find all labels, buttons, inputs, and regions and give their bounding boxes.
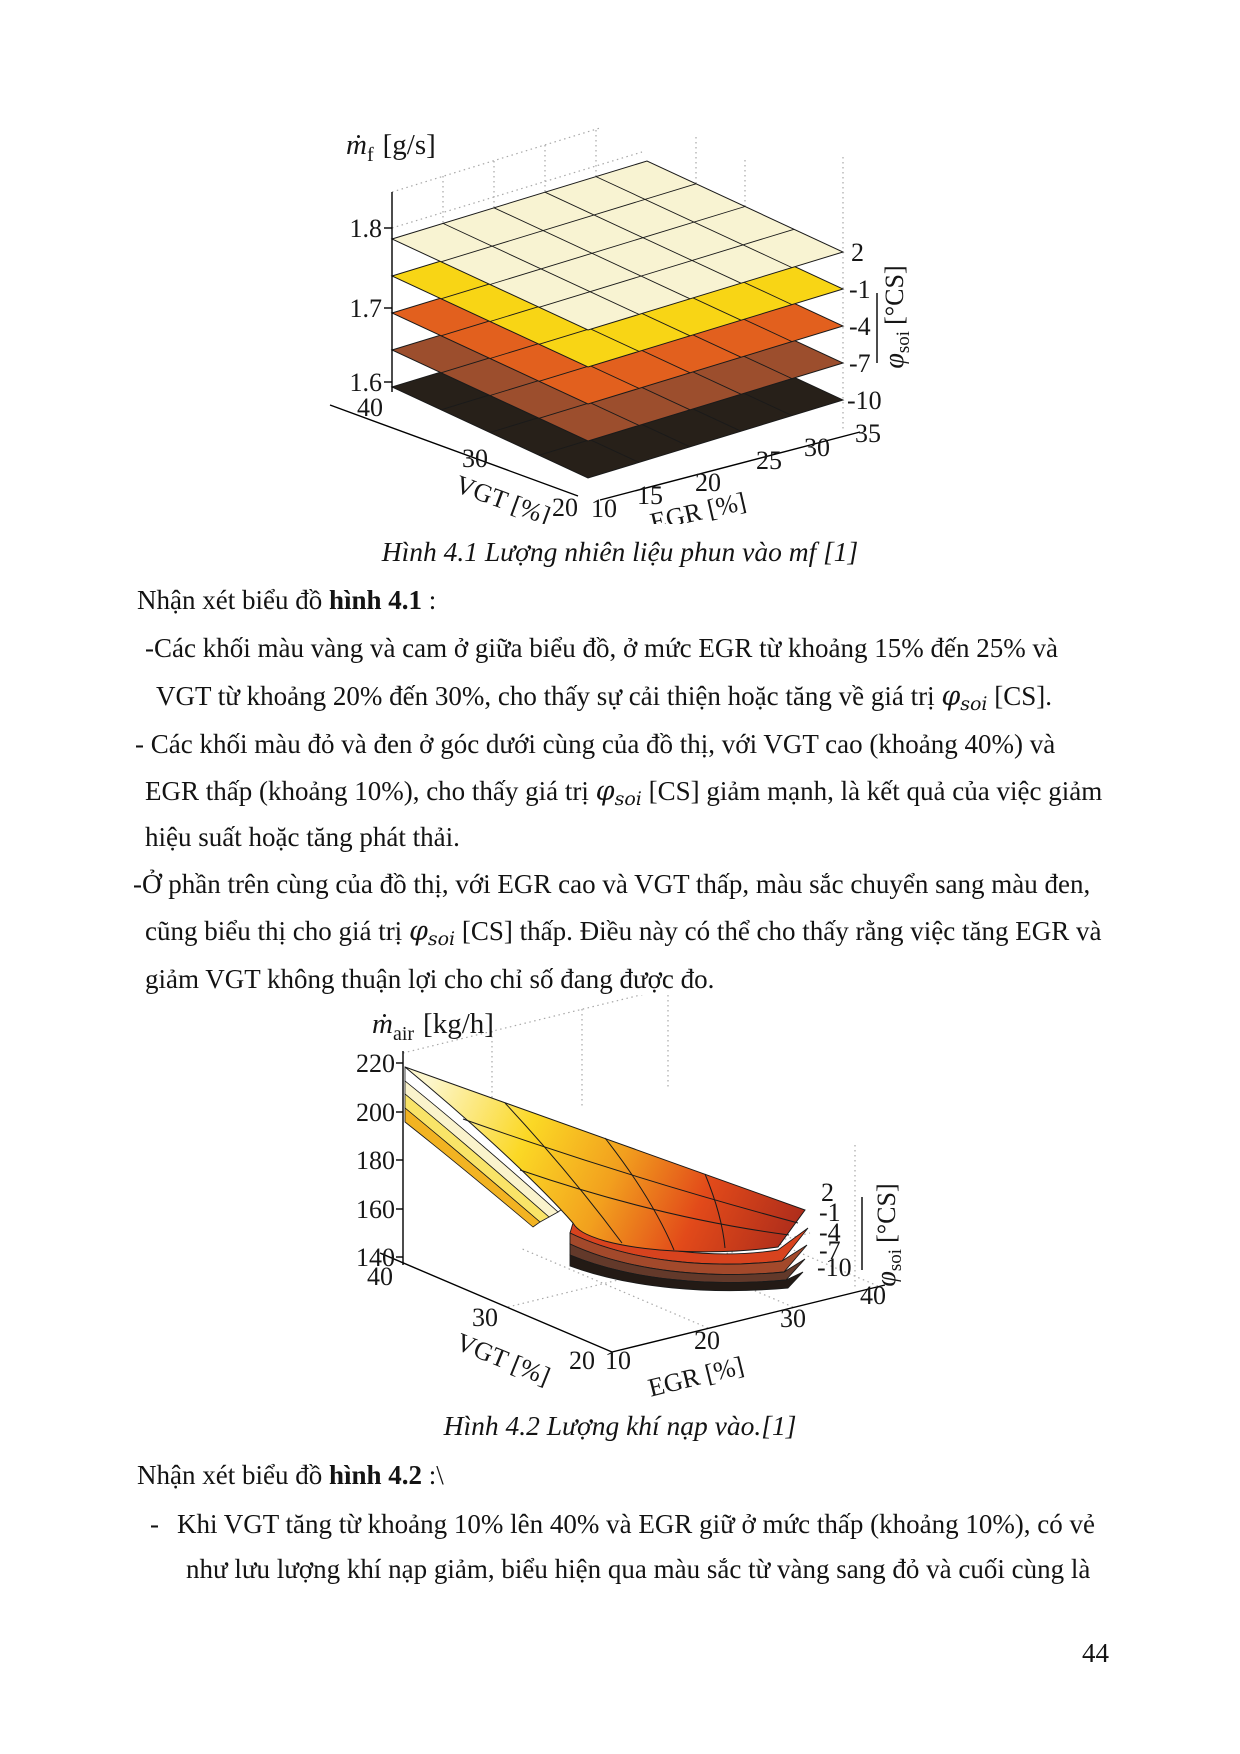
commentary-1-line: giảm VGT không thuận lợi cho chỉ số đang… xyxy=(145,964,715,994)
commentary-1-line: - Các khối màu đỏ và đen ở góc dưới cùng… xyxy=(135,729,1056,759)
phi-tick: -4 xyxy=(849,312,871,341)
phi-tick: -10 xyxy=(817,1253,852,1282)
egr-tick: 30 xyxy=(780,1304,806,1333)
commentary-1-line: hiệu suất hoặc tăng phát thải. xyxy=(145,822,460,852)
vgt-tick: 40 xyxy=(367,1262,393,1291)
figure-2-lower-stack xyxy=(569,1222,809,1292)
phi-axis-label: φsoi[°CS] xyxy=(871,1183,906,1286)
figure-1-axes xyxy=(329,192,878,501)
phi-tick: -7 xyxy=(819,1236,841,1265)
vgt-axis-label: VGT [%] xyxy=(452,1327,554,1391)
figure-1-caption: Hình 4.1 Lượng nhiên liệu phun vào mf [1… xyxy=(381,536,859,567)
z-tick: 200 xyxy=(356,1098,395,1127)
z-tick: 1.6 xyxy=(350,368,383,397)
figure-2-axes xyxy=(379,1051,886,1353)
figure-1-backwall-dotted xyxy=(391,127,844,432)
surface-layer-phi-2 xyxy=(390,160,845,331)
vgt-tick: 20 xyxy=(569,1346,595,1375)
commentary-2-line: - Khi VGT tăng từ khoảng 10% lên 40% và E… xyxy=(150,1509,1096,1539)
z-tick: 1.8 xyxy=(350,214,383,243)
vgt-tick: 30 xyxy=(462,444,488,473)
commentary-1-line: cũng biểu thị cho giá trị φsoi [CS] thấp… xyxy=(145,916,1102,950)
z-tick: 160 xyxy=(356,1195,395,1224)
vgt-tick: 20 xyxy=(552,493,578,522)
page-number: 44 xyxy=(1082,1638,1109,1668)
egr-tick: 25 xyxy=(756,446,782,475)
phi-tick: 2 xyxy=(821,1178,834,1207)
figure-2-chart: 220 200 180 160 140 2 -1 -4 -7 -10 40 30… xyxy=(356,995,906,1403)
egr-tick-last: 35 xyxy=(855,419,881,448)
commentary-2-line: như lưu lượng khí nạp giảm, biểu hiện qu… xyxy=(186,1554,1091,1584)
egr-tick: 10 xyxy=(605,1346,631,1375)
egr-axis-label: EGR [%] xyxy=(645,1351,747,1403)
egr-tick: 20 xyxy=(694,1326,720,1355)
commentary-1-line: -Ở phần trên cùng của đồ thị, với EGR ca… xyxy=(133,869,1091,899)
egr-tick: 30 xyxy=(804,433,830,462)
phi-tick: -4 xyxy=(819,1218,841,1247)
phi-tick: -10 xyxy=(847,386,882,415)
z-tick: 220 xyxy=(356,1049,395,1078)
commentary-1-heading: Nhận xét biểu đồ hình 4.1 : xyxy=(137,585,437,615)
egr-tick: 20 xyxy=(695,468,721,497)
phi-axis-label: φsoi[°CS] xyxy=(879,265,914,368)
vgt-tick: 30 xyxy=(472,1303,498,1332)
vgt-tick: 40 xyxy=(357,393,383,422)
phi-tick: -7 xyxy=(849,349,871,378)
z-tick: 140 xyxy=(356,1243,395,1272)
vgt-axis-label: VGT [%] xyxy=(452,470,554,524)
egr-tick: 15 xyxy=(637,481,663,510)
figure-1-chart: 1.8 1.7 1.6 2 -1 -4 -7 -10 35 40 30 20 V… xyxy=(329,127,914,524)
figure-2-zlabel: ṁair [kg/h] xyxy=(372,1008,494,1045)
figure-2-top-surface xyxy=(404,1066,806,1253)
z-tick: 1.7 xyxy=(350,294,383,323)
commentary-2-heading: Nhận xét biểu đồ hình 4.2 :\ xyxy=(137,1460,444,1490)
z-tick: 180 xyxy=(356,1146,395,1175)
phi-tick: 2 xyxy=(851,238,864,267)
figure-2-caption: Hình 4.2 Lượng khí nạp vào.[1] xyxy=(443,1410,797,1441)
phi-tick: -1 xyxy=(819,1198,841,1227)
commentary-1-line: -Các khối màu vàng và cam ở giữa biểu đồ… xyxy=(145,633,1058,663)
commentary-1-line: VGT từ khoảng 20% đến 30%, cho thấy sự c… xyxy=(156,681,1053,715)
figure-1-zlabel: ṁf [g/s] xyxy=(346,129,436,166)
egr-tick: 40 xyxy=(860,1281,886,1310)
phi-tick: -1 xyxy=(849,275,871,304)
egr-tick: 10 xyxy=(591,494,617,523)
commentary-1-line: EGR thấp (khoảng 10%), cho thấy giá trị … xyxy=(145,776,1103,810)
